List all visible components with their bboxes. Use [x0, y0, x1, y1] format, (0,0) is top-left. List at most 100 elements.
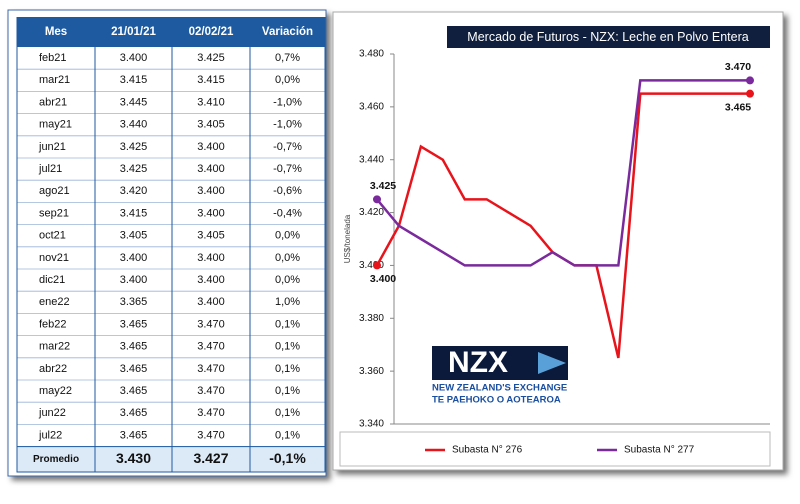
table-cell: sep21 — [39, 207, 69, 219]
chart-title: Mercado de Futuros - NZX: Leche en Polvo… — [467, 30, 748, 44]
table-cell: 3.405 — [120, 230, 148, 242]
table-cell: 3.415 — [120, 207, 148, 219]
table-cell: 3.405 — [197, 119, 225, 131]
table-cell: feb22 — [39, 318, 67, 330]
table-cell: 3.400 — [197, 185, 225, 197]
table-cell: 3.400 — [120, 52, 148, 64]
table-cell: 3.415 — [120, 74, 148, 86]
table-header-cell: 21/01/21 — [111, 26, 156, 38]
table-header-cell: Variación — [262, 26, 313, 38]
table-cell: mar22 — [39, 341, 70, 353]
logo-mark: NZX — [448, 346, 508, 379]
table-cell: may22 — [39, 385, 72, 397]
table-cell: 3.400 — [197, 141, 225, 153]
table-cell: -0,4% — [273, 207, 302, 219]
series-line — [376, 79, 750, 267]
table-cell: -0,7% — [273, 141, 302, 153]
table-header-cell: 02/02/21 — [189, 26, 234, 38]
data-label: 3.470 — [725, 61, 751, 73]
table-cell: 3.470 — [197, 363, 225, 375]
table-cell: 3.420 — [120, 185, 148, 197]
logo-icon — [538, 352, 566, 374]
point-marker — [373, 195, 381, 204]
table-cell: abr21 — [39, 96, 67, 108]
table-cell: 0,0% — [275, 230, 300, 242]
table-cell: 3.465 — [120, 429, 148, 441]
legend-box — [339, 431, 771, 467]
point-marker — [746, 89, 754, 98]
table-cell: 3.425 — [197, 52, 225, 64]
table-cell: ago21 — [39, 185, 70, 197]
table-cell: 3.400 — [197, 296, 225, 308]
table-cell: abr22 — [39, 363, 67, 375]
data-label: 3.465 — [725, 101, 751, 113]
point-marker — [373, 261, 381, 270]
table-cell: mar21 — [39, 74, 70, 86]
table-cell: oct21 — [39, 230, 66, 242]
table-cell: -1,0% — [273, 119, 302, 131]
table-cell: 3.415 — [197, 74, 225, 86]
table-cell: 0,7% — [275, 52, 300, 64]
table-cell: 3.470 — [197, 318, 225, 330]
table-cell: 3.400 — [197, 207, 225, 219]
point-marker — [746, 76, 754, 85]
table-cell: 3.400 — [197, 274, 225, 286]
table-cell: nov21 — [39, 252, 69, 264]
table-cell: 3.425 — [120, 141, 148, 153]
legend-label: Subasta N° 277 — [624, 445, 695, 456]
table-cell: 0,0% — [275, 274, 300, 286]
table-cell: 0,0% — [275, 252, 300, 264]
y-tick-label: 3.400 — [359, 260, 384, 271]
logo-line: TE PAEHOKO O AOTEAROA — [432, 395, 561, 406]
table-cell: 0,1% — [275, 429, 300, 441]
y-tick-label: 3.420 — [359, 207, 384, 218]
data-label: 3.425 — [370, 180, 396, 192]
table-cell: feb21 — [39, 52, 67, 64]
table-cell: ene22 — [39, 296, 70, 308]
table-header-cell: Mes — [45, 26, 67, 38]
table-cell: 0,1% — [275, 363, 300, 375]
table-cell: 3.470 — [197, 341, 225, 353]
logo: NZX NEW ZEALAND'S EXCHANGE TE PAEHOKO O … — [432, 346, 568, 426]
y-axis-label: US$/tonelada — [343, 214, 352, 263]
table-cell: 3.470 — [197, 385, 225, 397]
table-cell: 0,1% — [275, 341, 300, 353]
y-tick-label: 3.380 — [359, 313, 384, 324]
table-footer-cell: -0,1% — [269, 450, 306, 466]
table-cell: jun22 — [38, 407, 66, 419]
table-footer-bg — [16, 446, 326, 473]
table-cell: 1,0% — [275, 296, 300, 308]
table-cell: jul22 — [38, 429, 62, 441]
y-tick-label: 3.440 — [359, 154, 384, 165]
table-cell: dic21 — [39, 274, 65, 286]
table-cell: jul21 — [38, 163, 62, 175]
table-cell: 3.365 — [120, 296, 148, 308]
table-cell: 3.405 — [197, 230, 225, 242]
legend-label: Subasta N° 276 — [452, 445, 523, 456]
table-cell: 3.470 — [197, 407, 225, 419]
table-cell: -1,0% — [273, 96, 302, 108]
table-cell: 3.410 — [197, 96, 225, 108]
table-footer-cell: Promedio — [33, 454, 79, 465]
table-cell: jun21 — [38, 141, 66, 153]
table-cell: 3.465 — [120, 407, 148, 419]
table-cell: 0,1% — [275, 385, 300, 397]
table-footer-cell: 3.427 — [193, 450, 228, 466]
table-cell: 3.400 — [120, 252, 148, 264]
table-cell: 3.440 — [120, 119, 148, 131]
table-header-bg — [17, 17, 325, 47]
y-tick-label: 3.480 — [359, 49, 384, 60]
logo-line: NEW ZEALAND'S EXCHANGE — [432, 383, 567, 394]
table-cell: -0,7% — [273, 163, 302, 175]
table-cell: 3.465 — [120, 363, 148, 375]
table-panel — [7, 9, 327, 477]
table-cell: -0,6% — [273, 185, 302, 197]
table-cell: 3.465 — [120, 318, 148, 330]
table-cell: 0,0% — [275, 74, 300, 86]
title-box — [447, 26, 770, 48]
table-cell: 3.465 — [120, 385, 148, 397]
table-footer-cell: 3.430 — [116, 450, 151, 466]
table-cell: 3.470 — [197, 429, 225, 441]
table-cell: 3.400 — [120, 274, 148, 286]
